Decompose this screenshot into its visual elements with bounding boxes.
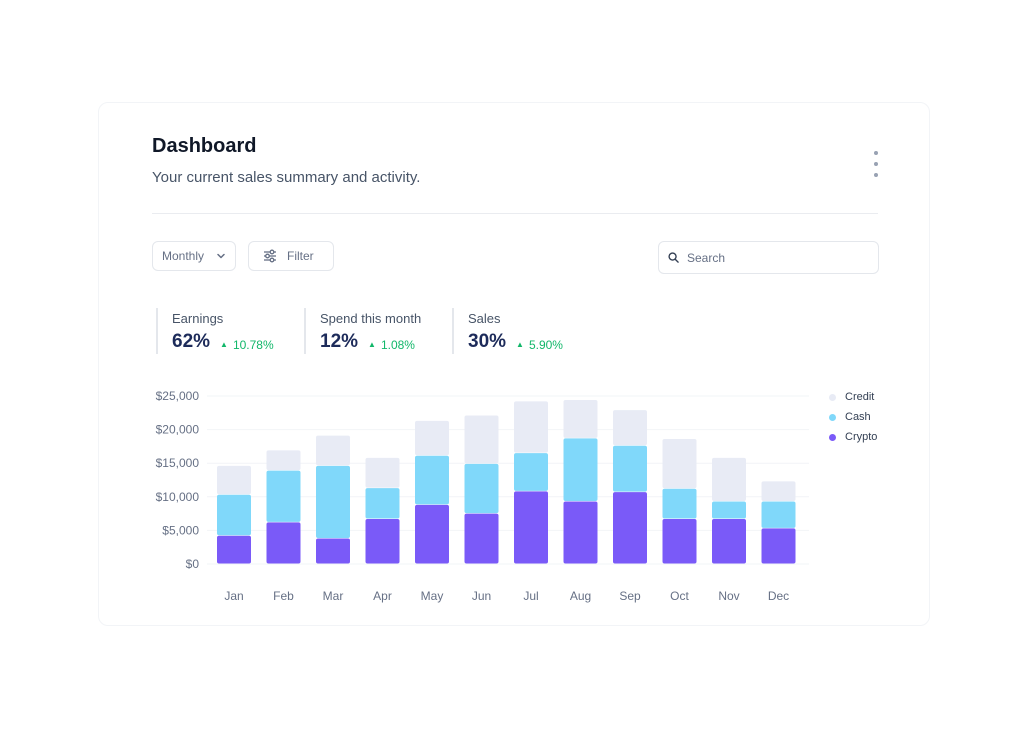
sliders-icon — [264, 249, 276, 263]
y-tick-label: $25,000 — [156, 389, 200, 403]
legend-label: Credit — [845, 391, 875, 403]
bar-credit-mar — [316, 435, 350, 466]
stat-earnings: Earnings 62% ▲ 10.78% — [156, 308, 304, 354]
stat-label: Spend this month — [320, 311, 422, 326]
bar-crypto-apr — [365, 518, 400, 564]
bar-crypto-mar — [316, 538, 350, 564]
x-tick-label: Oct — [670, 589, 689, 603]
bar-crypto-nov — [712, 518, 746, 564]
filter-label: Filter — [287, 249, 314, 263]
bar-crypto-aug — [563, 501, 598, 564]
bar-cash-sep — [613, 445, 647, 492]
legend-swatch — [829, 433, 836, 441]
bar-credit-may — [415, 420, 449, 456]
bar-credit-apr — [365, 457, 400, 488]
chevron-down-icon — [217, 253, 225, 259]
more-options-icon[interactable] — [869, 151, 883, 177]
legend-item-cash: Cash — [829, 407, 877, 427]
trend-up-icon: ▲ — [516, 340, 524, 349]
legend-label: Crypto — [845, 431, 878, 443]
stat-sales: Sales 30% ▲ 5.90% — [452, 308, 600, 354]
search-input[interactable] — [687, 250, 867, 265]
bar-credit-jul — [514, 401, 548, 453]
bar-cash-jan — [217, 494, 251, 536]
filter-button[interactable]: Filter — [248, 241, 334, 271]
y-tick-label: $20,000 — [156, 423, 200, 437]
x-tick-label: Nov — [718, 589, 739, 603]
dashboard-card: Dashboard Your current sales summary and… — [98, 102, 930, 626]
stat-change: ▲ 5.90% — [516, 338, 563, 352]
stats-row: Earnings 62% ▲ 10.78% Spend this month 12… — [156, 308, 600, 354]
trend-up-icon: ▲ — [368, 340, 376, 349]
legend-swatch — [829, 413, 836, 421]
bar-cash-feb — [266, 470, 301, 522]
period-select[interactable]: Monthly — [152, 241, 236, 271]
legend-item-credit: Credit — [829, 387, 877, 407]
stat-value: 12% — [320, 331, 359, 352]
trend-up-icon: ▲ — [220, 340, 228, 349]
stat-change: ▲ 10.78% — [220, 338, 274, 352]
y-tick-label: $5,000 — [162, 523, 199, 537]
bar-crypto-oct — [662, 518, 697, 564]
bar-crypto-jun — [464, 513, 499, 564]
bar-cash-jul — [514, 453, 548, 491]
bar-crypto-jul — [514, 491, 548, 564]
stat-change-value: 5.90% — [528, 337, 563, 352]
stat-label: Sales — [468, 311, 501, 326]
bar-crypto-sep — [613, 492, 647, 564]
bar-cash-dec — [761, 501, 796, 528]
bar-credit-nov — [712, 457, 746, 502]
search-icon — [668, 252, 679, 263]
stat-change-value: 10.78% — [232, 337, 274, 352]
y-tick-label: $15,000 — [156, 456, 200, 470]
bar-crypto-jan — [217, 535, 251, 564]
x-tick-label: Jan — [224, 589, 243, 603]
bar-cash-oct — [662, 488, 697, 519]
bar-cash-jun — [464, 463, 499, 514]
bar-credit-jun — [464, 415, 499, 464]
page-subtitle: Your current sales summary and activity. — [152, 169, 421, 186]
bar-crypto-may — [415, 504, 449, 564]
stat-spend: Spend this month 12% ▲ 1.08% — [304, 308, 452, 354]
search-box[interactable] — [658, 241, 879, 274]
x-tick-label: May — [421, 589, 444, 603]
bar-cash-nov — [712, 501, 746, 519]
x-tick-label: Aug — [570, 589, 591, 603]
header-divider — [152, 213, 878, 214]
bar-credit-jan — [217, 465, 251, 495]
stat-change: ▲ 1.08% — [368, 338, 415, 352]
bar-credit-oct — [662, 439, 697, 489]
bar-cash-aug — [563, 438, 598, 502]
y-tick-label: $10,000 — [156, 490, 200, 504]
x-tick-label: Jul — [523, 589, 538, 603]
y-tick-label: $0 — [186, 557, 200, 571]
bar-cash-mar — [316, 465, 350, 538]
period-select-label: Monthly — [162, 249, 205, 263]
bar-credit-sep — [613, 410, 647, 446]
x-tick-label: Dec — [768, 589, 789, 603]
bar-credit-aug — [563, 400, 598, 438]
bar-credit-feb — [266, 450, 301, 471]
stat-value: 62% — [172, 331, 211, 352]
stat-value: 30% — [468, 331, 507, 352]
x-tick-label: Mar — [323, 589, 344, 603]
x-tick-label: Sep — [619, 589, 641, 603]
x-tick-label: Jun — [472, 589, 491, 603]
bar-cash-may — [415, 455, 449, 505]
chart-legend: Credit Cash Crypto — [829, 387, 877, 447]
bar-crypto-feb — [266, 522, 301, 564]
bar-credit-dec — [761, 481, 796, 502]
bar-crypto-dec — [761, 528, 796, 564]
x-tick-label: Feb — [273, 589, 294, 603]
legend-swatch — [829, 393, 836, 401]
stacked-bar-chart: $0 $5,000 $10,000 $15,000 $20,000 $25,000 Jan F… — [156, 389, 809, 603]
legend-label: Cash — [845, 411, 871, 423]
stat-change-value: 1.08% — [380, 337, 415, 352]
legend-item-crypto: Crypto — [829, 427, 877, 447]
page-title: Dashboard — [152, 135, 257, 157]
bar-cash-apr — [365, 488, 400, 519]
x-tick-label: Apr — [373, 589, 392, 603]
stat-label: Earnings — [172, 311, 224, 326]
